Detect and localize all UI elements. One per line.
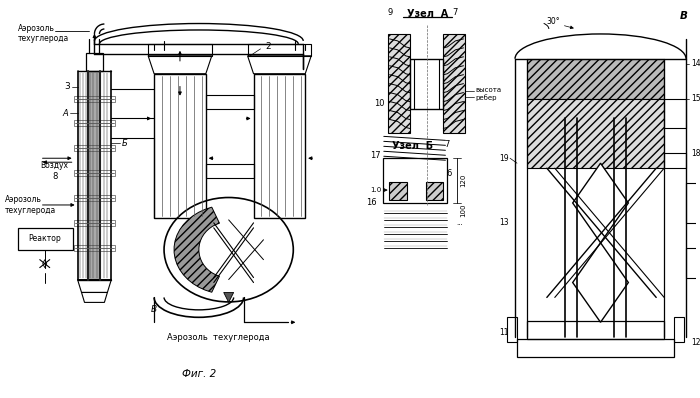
- Bar: [383, 158, 447, 203]
- Text: 15: 15: [691, 94, 700, 103]
- Bar: [686, 248, 700, 277]
- Text: Б: Б: [121, 139, 127, 148]
- Text: ...: ...: [456, 220, 463, 226]
- Polygon shape: [573, 243, 629, 322]
- Text: 13: 13: [499, 219, 509, 227]
- Polygon shape: [174, 207, 220, 292]
- Text: Аэрозоль
техуглерода: Аэрозоль техуглерода: [5, 195, 56, 215]
- Bar: [527, 321, 664, 339]
- Bar: [74, 145, 116, 151]
- Bar: [517, 339, 674, 357]
- Text: 1.0: 1.0: [370, 187, 382, 193]
- Bar: [74, 170, 116, 176]
- Text: 12: 12: [691, 338, 700, 347]
- Bar: [74, 245, 116, 251]
- Text: А: А: [63, 109, 69, 118]
- Text: 17: 17: [370, 151, 381, 160]
- Polygon shape: [224, 293, 234, 302]
- Text: 19: 19: [499, 154, 509, 163]
- Text: 3: 3: [64, 82, 71, 91]
- Text: Реактор: Реактор: [29, 234, 61, 243]
- Bar: [85, 53, 104, 71]
- Text: 11: 11: [500, 328, 509, 337]
- Bar: [426, 182, 443, 200]
- Text: Аэрозоль
техуглерода: Аэрозоль техуглерода: [18, 24, 69, 43]
- Bar: [664, 153, 686, 168]
- Text: высота
ребер: высота ребер: [475, 87, 501, 101]
- Bar: [154, 74, 206, 218]
- Text: 10: 10: [374, 99, 385, 108]
- Text: Узел  Б: Узел Б: [392, 141, 433, 151]
- Text: 100: 100: [461, 203, 466, 217]
- Bar: [74, 195, 116, 201]
- Bar: [148, 44, 212, 56]
- Text: 7: 7: [444, 140, 450, 149]
- Polygon shape: [527, 59, 664, 99]
- Bar: [443, 34, 466, 133]
- Bar: [253, 74, 305, 218]
- Text: Фиг. 2: Фиг. 2: [182, 369, 216, 379]
- Text: 14: 14: [691, 59, 700, 68]
- Bar: [389, 182, 407, 200]
- Text: В: В: [680, 11, 688, 21]
- Bar: [206, 164, 253, 178]
- Bar: [88, 71, 100, 279]
- Bar: [74, 121, 116, 127]
- Bar: [388, 34, 409, 133]
- Bar: [686, 183, 700, 223]
- Text: 2: 2: [265, 42, 272, 51]
- Bar: [74, 96, 116, 101]
- Polygon shape: [573, 163, 629, 243]
- Bar: [18, 228, 73, 250]
- Text: 16: 16: [367, 199, 377, 207]
- Polygon shape: [527, 99, 664, 168]
- Text: 7: 7: [453, 8, 458, 17]
- Text: 120: 120: [461, 174, 466, 187]
- Text: Аэрозоль  техуглерода: Аэрозоль техуглерода: [167, 333, 270, 342]
- Bar: [410, 59, 443, 109]
- Bar: [664, 99, 686, 129]
- Text: 30°: 30°: [546, 17, 559, 25]
- Text: 18: 18: [691, 149, 700, 158]
- Bar: [74, 220, 116, 226]
- Text: 9: 9: [387, 8, 393, 17]
- Text: В: В: [151, 305, 158, 314]
- Bar: [248, 44, 312, 56]
- Text: 8: 8: [52, 172, 57, 181]
- Bar: [674, 317, 684, 342]
- Text: Узел  А: Узел А: [407, 9, 448, 19]
- Bar: [206, 95, 253, 109]
- Text: 6: 6: [447, 169, 452, 178]
- Bar: [507, 317, 517, 342]
- Text: Воздух: Воздух: [40, 161, 68, 170]
